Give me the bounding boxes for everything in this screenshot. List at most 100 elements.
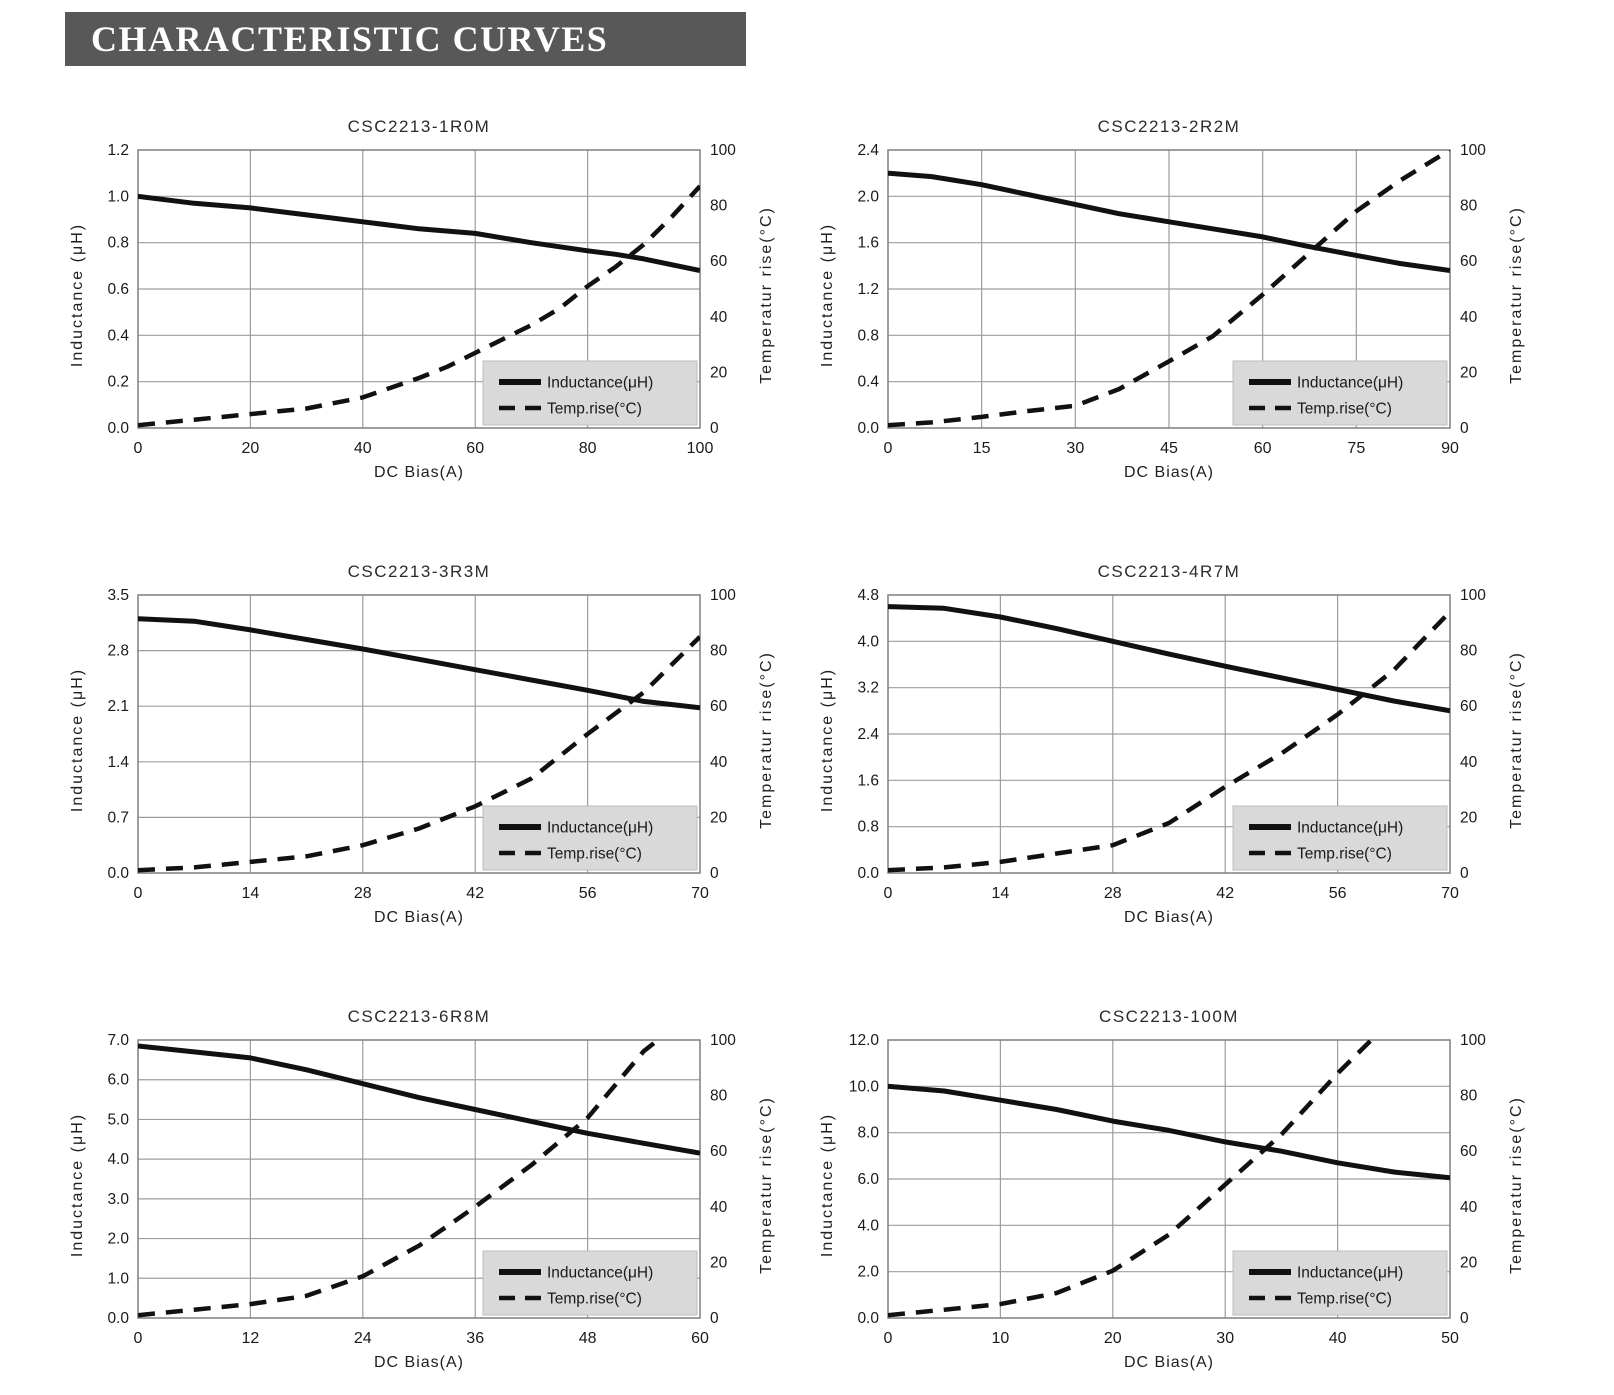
x-axis-label: DC Bias(A) [1123,464,1214,481]
plot-border [887,594,1451,874]
x-tick-label: 60 [691,1330,709,1347]
x-tick-label: 15 [973,440,991,457]
legend-label: Inductance(μH) [547,375,653,392]
y-tick-label-left: 3.2 [857,680,879,697]
x-tick-label: 42 [466,885,484,902]
y-tick-label-right: 40 [710,309,728,326]
y-tick-label-left: 12.0 [849,1032,880,1049]
plot-border [887,1039,1451,1319]
x-tick-label: 56 [579,885,597,902]
legend-box [1232,360,1448,426]
x-axis-label: DC Bias(A) [1123,1354,1214,1371]
y-tick-label-left: 2.1 [107,698,129,715]
y-tick-label-right: 20 [710,809,728,826]
y-tick-label-left: 0.0 [857,420,879,437]
y-tick-label-left: 5.0 [107,1111,129,1128]
temp-rise-curve [138,184,700,428]
chart-title: CSC2213-6R8M [347,1007,491,1026]
x-tick-label: 36 [466,1330,484,1347]
y-tick-label-left: 6.0 [857,1171,879,1188]
y-tick-label-left: 1.2 [857,281,879,298]
legend-box [1232,805,1448,871]
y-tick-label-right: 80 [1460,1088,1478,1105]
y-tick-label-left: 0.2 [107,374,129,391]
plot-border [137,1039,701,1319]
x-tick-label: 42 [1216,885,1234,902]
x-tick-label: 75 [1347,440,1365,457]
chart-panel-csc2213-1r0m: 0 20 40 60 80 100 0.0 0.2 0.4 0.6 0.8 1.0 1.2 0 20 40 60… [60,95,790,500]
y-tick-label-right: 100 [710,587,736,604]
y-tick-label-right: 80 [710,198,728,215]
x-tick-label: 60 [1254,440,1272,457]
y-tick-label-right: 0 [1460,1310,1469,1327]
y-tick-label-right: 100 [710,1032,736,1049]
y-tick-label-right: 60 [710,698,728,715]
inductance-curve [888,170,1450,273]
plot-border [887,149,1451,429]
y-tick-label-left: 6.0 [107,1072,129,1089]
x-tick-label: 20 [242,440,260,457]
chart-plot: 0 15 30 45 60 75 90 0.0 0.4 0.8 1.2 1.6 2.0 2.4 0 20 40 6… [857,142,1486,457]
x-tick-label: 12 [242,1330,260,1347]
y-tick-label-right: 40 [1460,1199,1478,1216]
inductance-curve [888,1083,1450,1181]
y-tick-label-right: 0 [1460,420,1469,437]
x-tick-label: 0 [884,440,893,457]
x-tick-label: 0 [884,1330,893,1347]
y-tick-label-right: 60 [710,253,728,270]
x-tick-label: 14 [242,885,260,902]
x-tick-label: 28 [354,885,372,902]
y-tick-label-right: 60 [1460,253,1478,270]
temp-rise-curve [888,610,1450,873]
left-axis-label: Inductance (μH) [69,1112,86,1258]
y-tick-label-left: 0.0 [857,865,879,882]
chart-title: CSC2213-3R3M [347,562,491,581]
y-tick-label-left: 4.0 [107,1151,129,1168]
x-tick-label: 80 [579,440,597,457]
x-tick-label: 45 [1160,440,1178,457]
x-tick-label: 50 [1441,1330,1459,1347]
chart-title: CSC2213-2R2M [1097,117,1241,136]
right-axis-label: Temperatur rise(°C) [758,1096,775,1274]
x-axis-label: DC Bias(A) [373,909,464,926]
right-axis-label: Temperatur rise(°C) [1508,1096,1525,1274]
x-tick-label: 0 [884,885,893,902]
left-axis-label: Inductance (μH) [819,222,836,368]
y-tick-label-left: 2.4 [857,142,879,159]
legend-label: Temp.rise(°C) [1297,1291,1392,1308]
y-tick-label-right: 20 [1460,364,1478,381]
y-tick-label-left: 0.7 [107,809,129,826]
y-tick-label-left: 0.0 [107,420,129,437]
y-tick-label-right: 0 [710,420,719,437]
left-axis-label: Inductance (μH) [69,667,86,813]
y-tick-label-left: 10.0 [849,1078,880,1095]
inductance-curve [138,193,700,273]
plot-border [137,594,701,874]
x-tick-label: 48 [579,1330,597,1347]
y-tick-label-right: 40 [710,1199,728,1216]
y-tick-label-left: 1.0 [107,1270,129,1287]
y-tick-label-left: 0.8 [857,819,879,836]
y-tick-label-left: 4.8 [857,587,879,604]
y-tick-label-left: 0.0 [107,1310,129,1327]
chart-title: CSC2213-1R0M [347,117,491,136]
y-tick-label-left: 7.0 [107,1032,129,1049]
x-tick-label: 40 [354,440,372,457]
y-tick-label-left: 3.0 [107,1191,129,1208]
legend-label: Inductance(μH) [1297,820,1403,837]
y-tick-label-right: 80 [710,1088,728,1105]
inductance-curve [138,616,700,711]
y-tick-label-right: 0 [710,1310,719,1327]
y-tick-label-left: 3.5 [107,587,129,604]
chart-plot: 0 20 40 60 80 100 0.0 0.2 0.4 0.6 0.8 1.0 1.2 0 20 40 60… [107,142,736,457]
legend-label: Temp.rise(°C) [547,401,642,418]
y-tick-label-right: 60 [1460,698,1478,715]
x-tick-label: 40 [1329,1330,1347,1347]
legend-label: Inductance(μH) [1297,375,1403,392]
legend-label: Temp.rise(°C) [1297,846,1392,863]
legend-box [482,1250,698,1316]
y-tick-label-left: 0.4 [857,374,879,391]
temp-rise-curve [888,150,1450,428]
y-tick-label-left: 2.8 [107,643,129,660]
